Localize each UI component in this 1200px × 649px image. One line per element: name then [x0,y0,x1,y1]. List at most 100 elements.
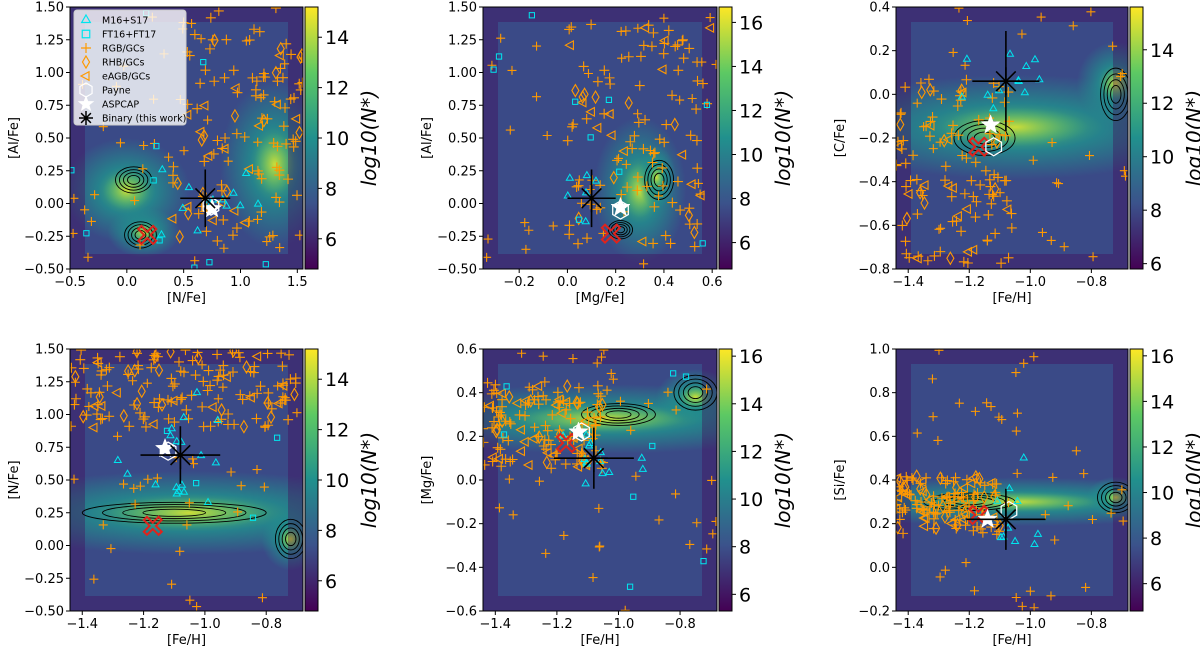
gc-point [229,83,240,94]
gc-point [599,349,609,355]
gc-point [95,400,106,412]
gc-point [132,396,142,411]
gc-point [192,602,202,611]
gc-point [1068,21,1078,31]
gc-point [218,360,229,371]
gc-point [507,65,517,75]
y-tick-label: −0.2 [445,517,477,532]
gc-point [505,389,514,405]
gc-point [273,381,283,391]
contour-line [613,224,628,236]
gc-point [288,134,299,145]
x-axis-label: [Fe/H] [167,633,206,648]
gc-point [250,90,261,101]
gc-point [263,398,274,409]
colorbar-tick-label: 10 [325,128,349,150]
gc-point [1003,252,1014,263]
gc-point [552,387,563,398]
gc-point [493,453,503,464]
gc-point [292,408,302,418]
m16-point [211,457,221,466]
gc-point [547,449,558,461]
gc-point [492,424,501,439]
gc-point [940,161,951,172]
gc-point [217,143,228,154]
y-tick-label: 0.0 [869,561,890,576]
ft-point [500,431,508,438]
gc-point [187,355,198,366]
gc-point [938,499,947,514]
gc-point [987,92,998,103]
y-tick-label: −0.6 [445,605,477,620]
gc-point [665,238,676,249]
contour-line [581,403,656,426]
gc-point [919,512,930,524]
x-tick-label: 0.4 [654,275,675,290]
gc-point [180,349,191,356]
gc-point [483,402,490,413]
gc-point [670,41,681,52]
gc-point [168,177,179,188]
gc-point [193,208,204,219]
gc-point [96,369,107,380]
gc-point [1012,408,1022,418]
x-tick-label: 0.5 [173,275,194,290]
gc-point [940,491,951,503]
contour-line [142,508,206,517]
gc-point [633,109,643,119]
gc-point [483,234,493,244]
gc-point [202,385,213,396]
gc-point [251,76,262,87]
y-tick-label: 0.75 [35,441,64,456]
m16-point [1010,536,1020,545]
gc-point [922,487,931,502]
gc-point [946,191,957,202]
m16-point [992,496,1002,504]
gc-point [901,489,912,501]
gc-point [1006,208,1017,219]
gc-point [928,491,939,502]
gc-point [490,379,501,390]
ft-point [572,98,579,105]
gc-point [212,135,223,146]
legend-marker [81,29,91,39]
gc-point [575,397,586,408]
m16-point [957,92,967,100]
m16-point [151,479,160,488]
gc-point [1117,485,1127,495]
gc-point [649,201,660,212]
gc-point [632,185,643,196]
gc-point [547,409,558,420]
gc-point [918,179,929,191]
gc-point [280,393,290,403]
y-tick-label: 0.00 [448,197,477,212]
gc-point [933,500,944,511]
gc-point [70,421,76,432]
gc-point [517,349,527,358]
gc-point [928,412,938,422]
gc-point [970,157,981,168]
gc-point [934,224,944,234]
gc-point [1071,446,1081,456]
gc-point [654,515,664,525]
gc-point [253,214,263,224]
ft-point [703,101,711,108]
gc-point [494,503,504,513]
gc-point [101,364,112,375]
colorbar [304,6,319,270]
gc-point [143,474,153,484]
ft-point [616,168,623,175]
gc-point [1059,242,1069,252]
gc-point [542,425,553,436]
gc-point [283,174,294,185]
gc-point [1011,593,1021,603]
colorbar-tick-label: 6 [1150,574,1162,596]
colorbar-tick-label: 12 [1150,93,1174,115]
gc-point [527,433,538,444]
gc-point [278,121,289,132]
gc-point [251,413,262,424]
gc-point [80,205,90,215]
gc-point [992,172,1003,183]
gc-point [912,253,922,264]
colorbar-tick-label: 6 [325,229,337,251]
